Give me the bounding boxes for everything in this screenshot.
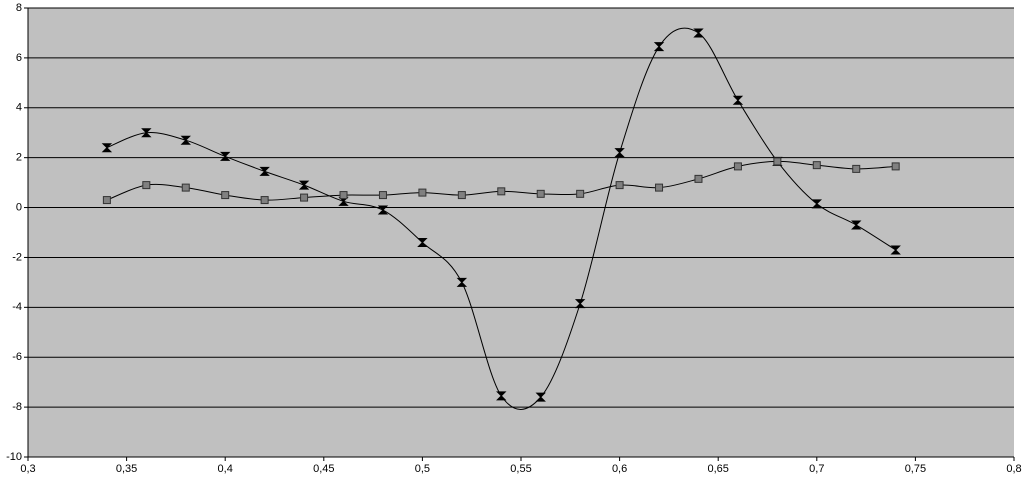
marker: [812, 161, 821, 170]
marker: [496, 391, 507, 401]
marker: [339, 191, 348, 200]
marker: [456, 277, 468, 287]
x-tick-label: 0,75: [905, 463, 926, 475]
marker: [221, 191, 230, 200]
y-tick-label: -8: [12, 401, 22, 413]
x-tick-label: 0,45: [313, 463, 334, 475]
marker: [378, 191, 387, 200]
marker: [101, 143, 113, 153]
marker: [615, 181, 624, 190]
marker: [852, 164, 861, 173]
marker: [300, 193, 309, 202]
marker: [891, 162, 900, 171]
marker: [418, 188, 427, 197]
y-tick-label: -4: [12, 301, 22, 313]
marker: [497, 187, 506, 196]
marker: [655, 183, 664, 192]
marker: [574, 299, 586, 309]
marker: [693, 28, 704, 38]
marker: [536, 189, 545, 198]
x-tick-label: 0,65: [707, 463, 728, 475]
marker: [457, 191, 466, 200]
marker: [811, 199, 823, 209]
y-tick-label: -2: [12, 251, 22, 263]
marker: [377, 205, 389, 215]
x-tick-label: 0,35: [116, 463, 137, 475]
y-tick-label: 0: [16, 201, 22, 213]
marker: [180, 135, 191, 145]
marker: [653, 42, 665, 52]
y-tick-label: 8: [16, 2, 22, 14]
y-tick-label: 2: [16, 152, 22, 164]
y-tick-label: -6: [12, 351, 22, 363]
x-tick-label: 0,6: [612, 463, 627, 475]
marker: [733, 162, 742, 171]
marker: [732, 95, 744, 105]
marker: [694, 174, 703, 183]
marker: [142, 181, 151, 190]
series-line: [106, 27, 896, 410]
marker: [259, 166, 270, 176]
marker: [614, 148, 625, 158]
x-tick-label: 0,55: [510, 463, 531, 475]
marker: [260, 196, 269, 205]
y-tick-label: 4: [16, 102, 22, 114]
marker: [181, 183, 190, 192]
x-tick-label: 0,7: [809, 463, 824, 475]
x-tick-label: 0,5: [415, 463, 430, 475]
marker: [535, 392, 546, 402]
marker: [576, 189, 585, 198]
marker: [851, 220, 862, 230]
y-tick-label: -10: [6, 451, 22, 463]
marker: [219, 151, 231, 161]
marker: [298, 180, 310, 190]
marker: [102, 196, 111, 205]
x-tick-label: 0,3: [20, 463, 35, 475]
x-tick-label: 0,4: [218, 463, 233, 475]
marker: [773, 157, 782, 166]
plot-area: [28, 8, 1014, 457]
y-tick-label: 6: [16, 52, 22, 64]
x-tick-label: 0,8: [1006, 463, 1021, 475]
marker: [141, 128, 152, 138]
marker: [417, 237, 428, 247]
marker: [890, 245, 901, 255]
